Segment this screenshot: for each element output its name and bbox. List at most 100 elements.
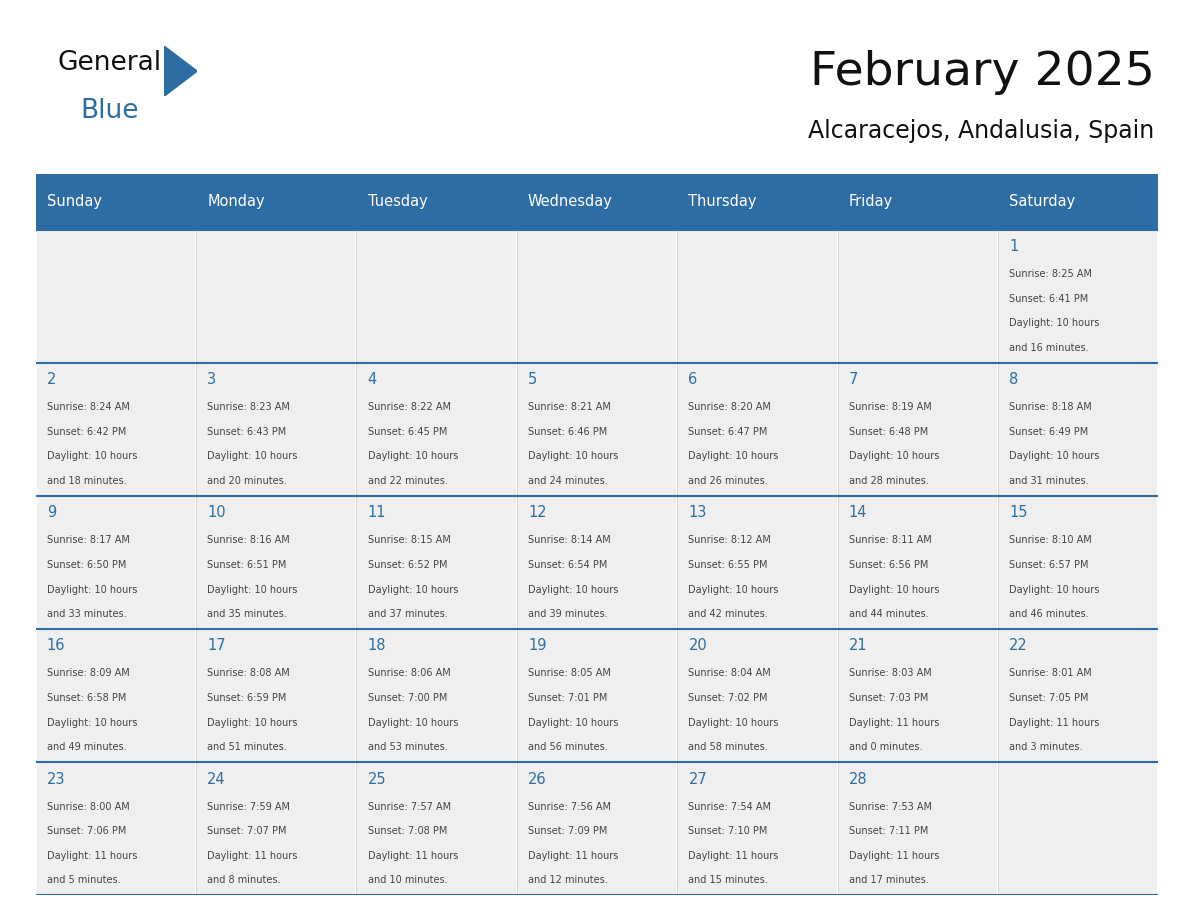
- Text: February 2025: February 2025: [810, 50, 1155, 95]
- Text: and 24 minutes.: and 24 minutes.: [527, 476, 608, 487]
- Text: and 17 minutes.: and 17 minutes.: [848, 876, 929, 886]
- Text: Friday: Friday: [848, 195, 893, 209]
- Text: Sunset: 7:11 PM: Sunset: 7:11 PM: [848, 826, 928, 836]
- Bar: [196, 762, 356, 895]
- Text: Sunrise: 8:01 AM: Sunrise: 8:01 AM: [1009, 668, 1092, 678]
- Text: Sunset: 7:10 PM: Sunset: 7:10 PM: [688, 826, 767, 836]
- Text: Sunrise: 7:59 AM: Sunrise: 7:59 AM: [207, 801, 290, 812]
- Text: Daylight: 11 hours: Daylight: 11 hours: [46, 851, 138, 861]
- Text: Daylight: 10 hours: Daylight: 10 hours: [848, 452, 940, 462]
- Text: Sunrise: 8:16 AM: Sunrise: 8:16 AM: [207, 535, 290, 545]
- Text: Sunset: 6:58 PM: Sunset: 6:58 PM: [46, 693, 126, 703]
- Text: Daylight: 10 hours: Daylight: 10 hours: [1009, 585, 1100, 595]
- Text: Wednesday: Wednesday: [527, 195, 613, 209]
- Text: 17: 17: [207, 638, 226, 654]
- Text: Sunrise: 8:10 AM: Sunrise: 8:10 AM: [1009, 535, 1092, 545]
- Bar: [998, 363, 1158, 496]
- Text: Sunset: 6:43 PM: Sunset: 6:43 PM: [207, 427, 286, 437]
- Text: 6: 6: [688, 372, 697, 387]
- Bar: [677, 363, 838, 496]
- Text: Saturday: Saturday: [1009, 195, 1075, 209]
- Text: and 15 minutes.: and 15 minutes.: [688, 876, 769, 886]
- Text: and 3 minutes.: and 3 minutes.: [1009, 743, 1082, 753]
- Text: 27: 27: [688, 771, 707, 787]
- Text: and 49 minutes.: and 49 minutes.: [46, 743, 126, 753]
- Text: Sunrise: 7:54 AM: Sunrise: 7:54 AM: [688, 801, 771, 812]
- Text: and 58 minutes.: and 58 minutes.: [688, 743, 769, 753]
- Bar: [356, 762, 517, 895]
- Bar: [196, 496, 356, 629]
- Text: and 56 minutes.: and 56 minutes.: [527, 743, 608, 753]
- Text: 3: 3: [207, 372, 216, 387]
- Text: 22: 22: [1009, 638, 1028, 654]
- Bar: [838, 230, 998, 363]
- Text: Sunrise: 8:08 AM: Sunrise: 8:08 AM: [207, 668, 290, 678]
- Text: Daylight: 11 hours: Daylight: 11 hours: [848, 851, 940, 861]
- Text: Daylight: 10 hours: Daylight: 10 hours: [207, 718, 298, 728]
- Text: Alcaracejos, Andalusia, Spain: Alcaracejos, Andalusia, Spain: [809, 119, 1155, 143]
- Text: Sunrise: 8:00 AM: Sunrise: 8:00 AM: [46, 801, 129, 812]
- Text: and 12 minutes.: and 12 minutes.: [527, 876, 608, 886]
- Text: Sunset: 7:03 PM: Sunset: 7:03 PM: [848, 693, 928, 703]
- Text: Sunset: 6:55 PM: Sunset: 6:55 PM: [688, 560, 767, 570]
- Text: 16: 16: [46, 638, 65, 654]
- Bar: [677, 496, 838, 629]
- Text: 14: 14: [848, 505, 867, 521]
- Text: Sunset: 7:09 PM: Sunset: 7:09 PM: [527, 826, 607, 836]
- Bar: [517, 363, 677, 496]
- Text: and 26 minutes.: and 26 minutes.: [688, 476, 769, 487]
- Text: and 16 minutes.: and 16 minutes.: [1009, 343, 1088, 353]
- Text: 4: 4: [367, 372, 377, 387]
- Text: Sunrise: 7:56 AM: Sunrise: 7:56 AM: [527, 801, 611, 812]
- Text: Sunset: 7:01 PM: Sunset: 7:01 PM: [527, 693, 607, 703]
- Text: Sunrise: 8:14 AM: Sunrise: 8:14 AM: [527, 535, 611, 545]
- Text: and 46 minutes.: and 46 minutes.: [1009, 610, 1088, 620]
- Text: 15: 15: [1009, 505, 1028, 521]
- Bar: [196, 174, 356, 230]
- Text: Sunrise: 8:11 AM: Sunrise: 8:11 AM: [848, 535, 931, 545]
- Text: 18: 18: [367, 638, 386, 654]
- Bar: [196, 363, 356, 496]
- Text: and 51 minutes.: and 51 minutes.: [207, 743, 287, 753]
- Text: Sunrise: 8:23 AM: Sunrise: 8:23 AM: [207, 402, 290, 412]
- Text: and 42 minutes.: and 42 minutes.: [688, 610, 769, 620]
- Text: Monday: Monday: [207, 195, 265, 209]
- Bar: [36, 496, 196, 629]
- Text: and 44 minutes.: and 44 minutes.: [848, 610, 928, 620]
- Text: Daylight: 11 hours: Daylight: 11 hours: [688, 851, 779, 861]
- Text: 25: 25: [367, 771, 386, 787]
- Bar: [36, 230, 196, 363]
- Text: Sunset: 6:46 PM: Sunset: 6:46 PM: [527, 427, 607, 437]
- Text: 19: 19: [527, 638, 546, 654]
- Text: Sunday: Sunday: [46, 195, 102, 209]
- Text: Daylight: 10 hours: Daylight: 10 hours: [1009, 319, 1100, 329]
- Text: Sunset: 6:42 PM: Sunset: 6:42 PM: [46, 427, 126, 437]
- Text: 11: 11: [367, 505, 386, 521]
- Text: Sunset: 6:51 PM: Sunset: 6:51 PM: [207, 560, 286, 570]
- Text: Daylight: 10 hours: Daylight: 10 hours: [46, 718, 138, 728]
- Text: 1: 1: [1009, 239, 1018, 254]
- Bar: [838, 363, 998, 496]
- Bar: [838, 629, 998, 762]
- Text: and 18 minutes.: and 18 minutes.: [46, 476, 126, 487]
- Text: Sunrise: 8:18 AM: Sunrise: 8:18 AM: [1009, 402, 1092, 412]
- Text: Daylight: 10 hours: Daylight: 10 hours: [46, 585, 138, 595]
- Bar: [517, 762, 677, 895]
- Bar: [838, 762, 998, 895]
- Text: Sunset: 7:08 PM: Sunset: 7:08 PM: [367, 826, 447, 836]
- Text: and 35 minutes.: and 35 minutes.: [207, 610, 287, 620]
- Polygon shape: [164, 46, 197, 96]
- Text: Sunset: 6:56 PM: Sunset: 6:56 PM: [848, 560, 928, 570]
- Text: Sunrise: 8:20 AM: Sunrise: 8:20 AM: [688, 402, 771, 412]
- Text: 20: 20: [688, 638, 707, 654]
- Bar: [677, 629, 838, 762]
- Text: 28: 28: [848, 771, 867, 787]
- Text: 21: 21: [848, 638, 867, 654]
- Text: 10: 10: [207, 505, 226, 521]
- Text: Daylight: 10 hours: Daylight: 10 hours: [207, 452, 298, 462]
- Text: 24: 24: [207, 771, 226, 787]
- Text: Sunset: 6:50 PM: Sunset: 6:50 PM: [46, 560, 126, 570]
- Text: and 53 minutes.: and 53 minutes.: [367, 743, 448, 753]
- Text: 23: 23: [46, 771, 65, 787]
- Text: Sunrise: 8:12 AM: Sunrise: 8:12 AM: [688, 535, 771, 545]
